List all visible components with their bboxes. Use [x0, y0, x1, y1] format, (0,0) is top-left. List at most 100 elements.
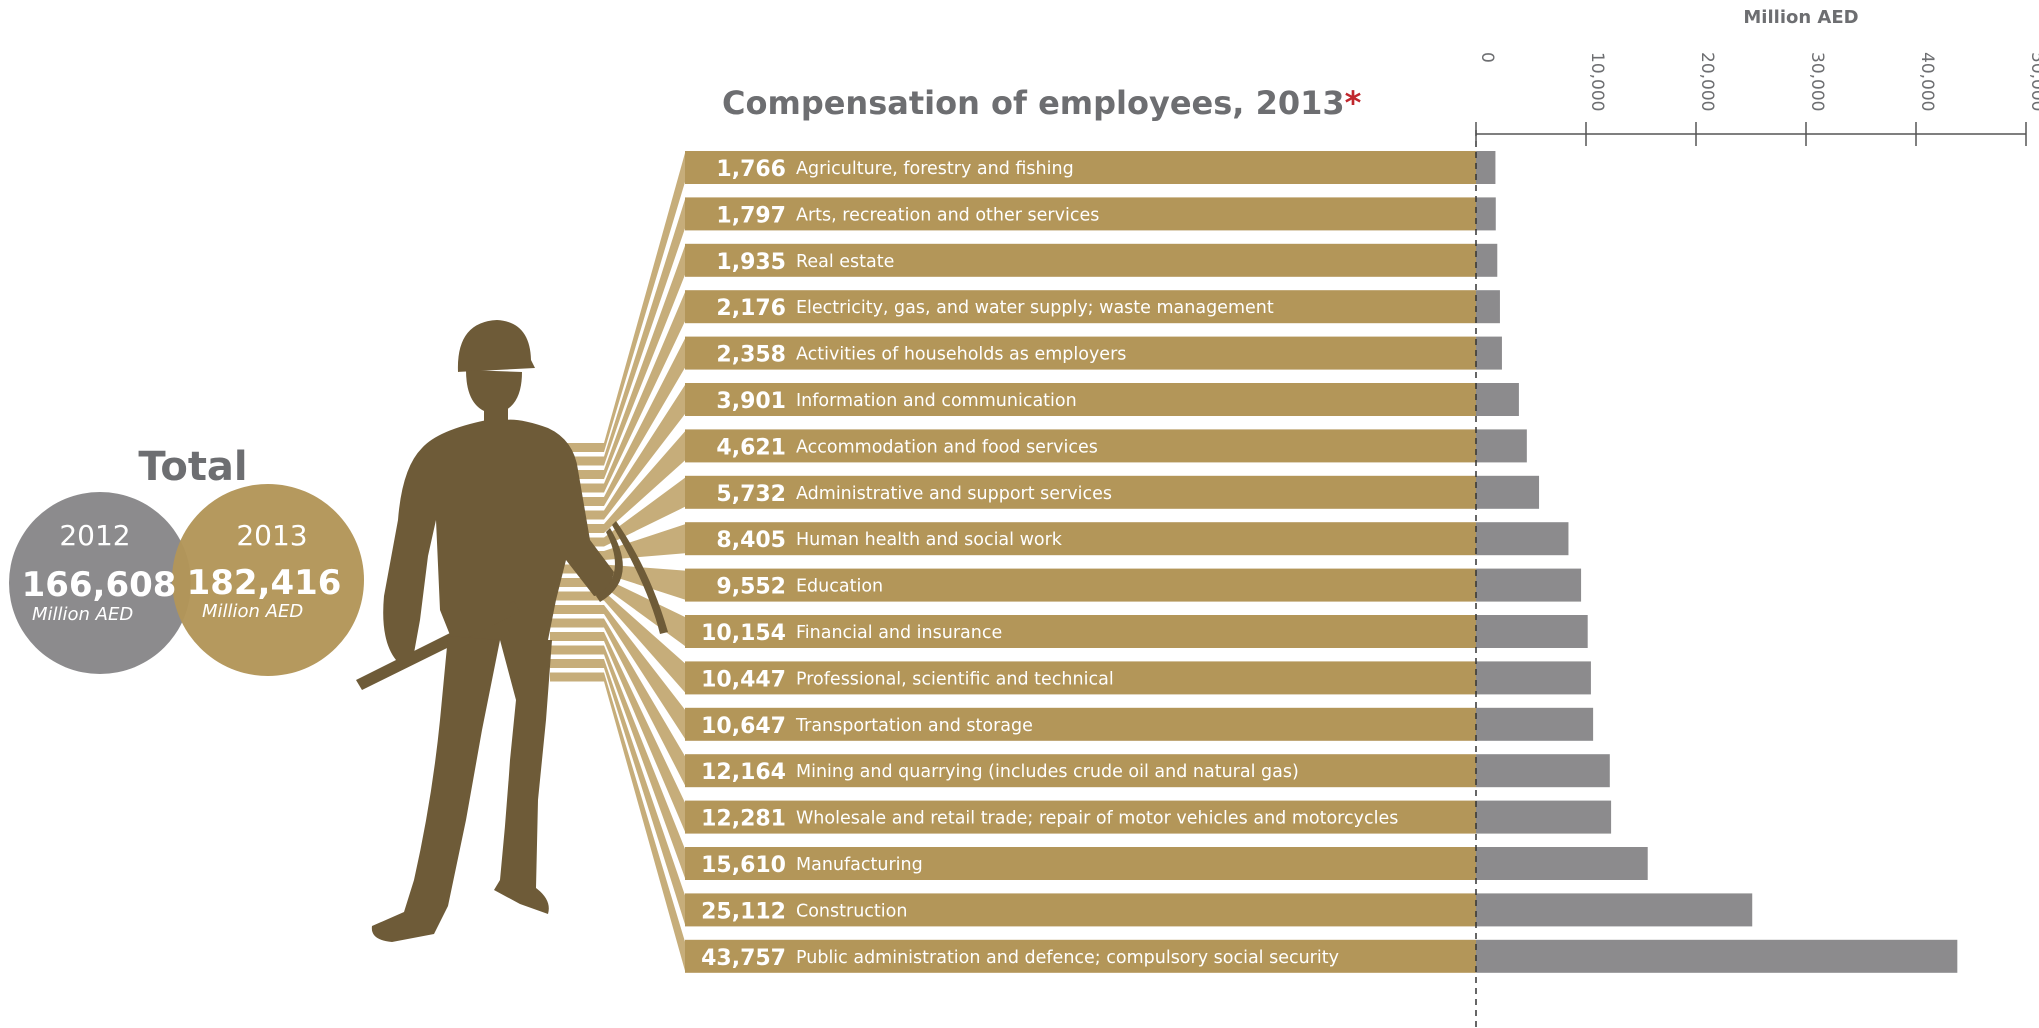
- bar-value-label: 4,621: [716, 435, 786, 460]
- bar: [1476, 383, 1519, 416]
- axis-tick-label: 50,000: [2027, 52, 2039, 111]
- fan-stub: [550, 443, 604, 452]
- axis-tick-label: 0: [1477, 52, 1497, 63]
- fan-stub: [550, 578, 604, 587]
- fan-connector: [604, 591, 685, 693]
- bar: [1476, 151, 1496, 184]
- bar: [1476, 754, 1610, 788]
- chart-title: Compensation of employees, 2013*: [722, 84, 1362, 122]
- category-label: Manufacturing: [796, 855, 923, 875]
- category-row-band: [685, 475, 1476, 509]
- bar: [1476, 568, 1582, 602]
- bar-value-label: 5,732: [716, 482, 786, 507]
- category-row-band: [685, 568, 1476, 602]
- fan-connector: [604, 385, 685, 520]
- bar-value-label: 1,766: [716, 157, 786, 182]
- fan-connector: [604, 524, 685, 560]
- category-rows: 1,766 Agriculture, forestry and fishing 1,…: [685, 151, 1476, 973]
- category-row-band: [685, 383, 1476, 416]
- category-label: Electricity, gas, and water supply; wast…: [796, 298, 1274, 318]
- fan-connector: [604, 605, 685, 739]
- category-row-band: [685, 197, 1476, 231]
- bar: [1476, 522, 1569, 556]
- fan-stub: [550, 456, 604, 466]
- fan-stub: [550, 605, 604, 614]
- axis-tick-label: 10,000: [1587, 52, 1607, 111]
- category-row-band: [685, 290, 1476, 324]
- fan-stub: [550, 672, 604, 682]
- bar-value-label: 1,797: [716, 203, 786, 228]
- category-label: Education: [796, 577, 883, 597]
- category-row-band: [685, 800, 1476, 834]
- category-label: Real estate: [796, 252, 894, 272]
- category-label: Accommodation and food services: [796, 437, 1098, 457]
- bar-value-label: 15,610: [701, 853, 786, 878]
- fan-connector: [604, 672, 685, 971]
- category-label: Administrative and support services: [796, 484, 1112, 504]
- category-row-band: [685, 429, 1476, 463]
- bar-value-label: 2,358: [716, 343, 786, 368]
- category-label: Arts, recreation and other services: [796, 205, 1099, 225]
- category-row-band: [685, 754, 1476, 788]
- bar: [1476, 475, 1540, 509]
- bar-value-label: 25,112: [701, 899, 786, 924]
- category-label: Public administration and defence; compu…: [796, 948, 1339, 968]
- fan-stub: [550, 645, 604, 655]
- bar: [1476, 243, 1498, 277]
- fan-connector: [604, 477, 685, 547]
- axis-unit-label: Million AED: [1743, 7, 1858, 28]
- category-row-band: [685, 661, 1476, 695]
- total-unit-2013: Million AED: [202, 601, 303, 622]
- fan-stub: [550, 618, 604, 628]
- fan-connector: [604, 659, 685, 925]
- fan-connector: [604, 153, 685, 452]
- bar-series: [1476, 151, 1958, 973]
- axis-tick-label: 40,000: [1917, 52, 1937, 111]
- total-unit-2012: Million AED: [32, 604, 133, 625]
- bar: [1476, 800, 1612, 834]
- value-axis: 0 10,000 20,000 30,000 40,000 50,000: [1475, 52, 2039, 1028]
- category-row-band: [685, 847, 1476, 880]
- bar-value-label: 10,154: [701, 621, 786, 646]
- fan-connector: [604, 199, 685, 466]
- total-value-2012: 166,608: [22, 565, 177, 605]
- fan-stub: [550, 659, 604, 668]
- bar: [1476, 615, 1588, 648]
- fan-connector: [604, 245, 685, 479]
- category-label: Activities of households as employers: [796, 345, 1126, 365]
- category-label: Professional, scientific and technical: [796, 669, 1114, 689]
- category-row-band: [685, 615, 1476, 648]
- fan-connector: [604, 431, 685, 533]
- bar: [1476, 197, 1496, 231]
- bar-value-label: 9,552: [716, 575, 786, 600]
- bar-value-label: 43,757: [701, 946, 786, 971]
- fan-stub: [550, 591, 604, 601]
- category-label: Human health and social work: [796, 530, 1063, 550]
- total-year-2012: 2012: [59, 519, 130, 552]
- category-label: Information and communication: [796, 391, 1077, 411]
- fan-stub: [550, 632, 604, 641]
- worker-silhouette: [356, 320, 668, 942]
- bar-value-label: 10,647: [701, 714, 786, 739]
- category-row-band: [685, 522, 1476, 556]
- bar: [1476, 661, 1591, 695]
- total-heading: Total: [138, 444, 247, 490]
- category-row-band: [685, 336, 1476, 370]
- bar: [1476, 290, 1500, 324]
- total-value-2013: 182,416: [187, 563, 342, 603]
- bar: [1476, 429, 1527, 463]
- totals-group: 2012 166,608 Million AED 2013 182,416 Mi…: [9, 484, 364, 676]
- category-label: Mining and quarrying (includes crude oil…: [796, 762, 1299, 782]
- category-row-band: [685, 151, 1476, 184]
- axis-tick-label: 30,000: [1807, 52, 1827, 111]
- total-circle-2013: [172, 484, 364, 676]
- total-circle-2012: [9, 492, 191, 674]
- fan-connector: [604, 645, 685, 878]
- category-row-band: [685, 893, 1476, 927]
- fan-connector: [604, 292, 685, 493]
- bar: [1476, 939, 1958, 973]
- fan-connector: [604, 338, 685, 506]
- bar: [1476, 893, 1753, 927]
- category-row-band: [685, 243, 1476, 277]
